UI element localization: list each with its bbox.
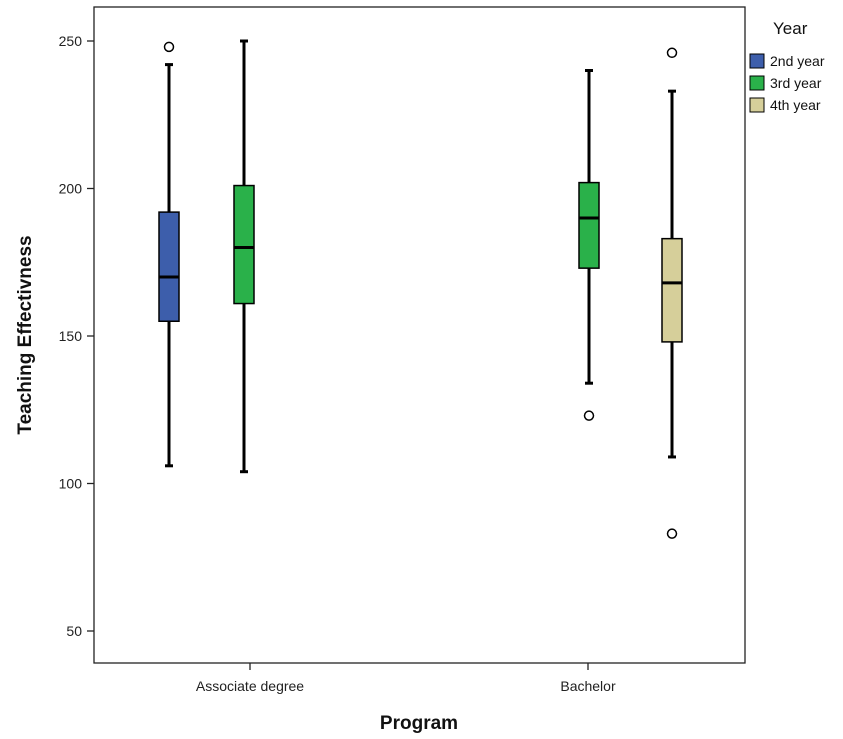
y-axis-title: Teaching Effectivness <box>15 235 36 434</box>
box-associate-degree-2nd-year <box>158 41 180 468</box>
x-tick-label: Associate degree <box>196 678 304 694</box>
legend-swatch <box>749 75 765 91</box>
plot-area <box>93 6 746 664</box>
outlier-point <box>666 47 678 59</box>
y-tick-label: 250 <box>59 33 83 49</box>
legend-swatch <box>749 53 765 69</box>
legend-swatch <box>749 97 765 113</box>
box-iqr <box>233 184 255 305</box>
legend-label: 4th year <box>770 97 821 113</box>
outlier-point <box>666 528 678 539</box>
y-tick-label: 150 <box>59 328 83 344</box>
box-iqr <box>578 181 600 269</box>
box-associate-degree-3rd-year <box>233 39 255 474</box>
x-axis: Associate degree Bachelor <box>196 663 616 694</box>
outlier-point <box>583 410 595 421</box>
y-tick-label: 200 <box>59 181 83 197</box>
box-bachelor-3rd-year <box>578 69 600 421</box>
x-axis-title: Program <box>380 713 458 734</box>
x-tick-label: Bachelor <box>560 678 616 694</box>
legend-label: 3rd year <box>770 75 822 91</box>
legend-label: 2nd year <box>770 53 825 69</box>
y-axis: 50 100 150 200 250 <box>59 33 94 639</box>
box-iqr <box>661 237 683 343</box>
y-tick-label: 100 <box>59 476 83 492</box>
box-bachelor-4th-year <box>661 47 683 539</box>
legend-title: Year <box>773 19 808 38</box>
outlier-point <box>163 41 175 53</box>
box-iqr <box>158 211 180 323</box>
legend: Year 2nd year 3rd year 4th year <box>749 19 825 113</box>
y-tick-label: 50 <box>66 623 82 639</box>
box-series <box>158 39 683 539</box>
